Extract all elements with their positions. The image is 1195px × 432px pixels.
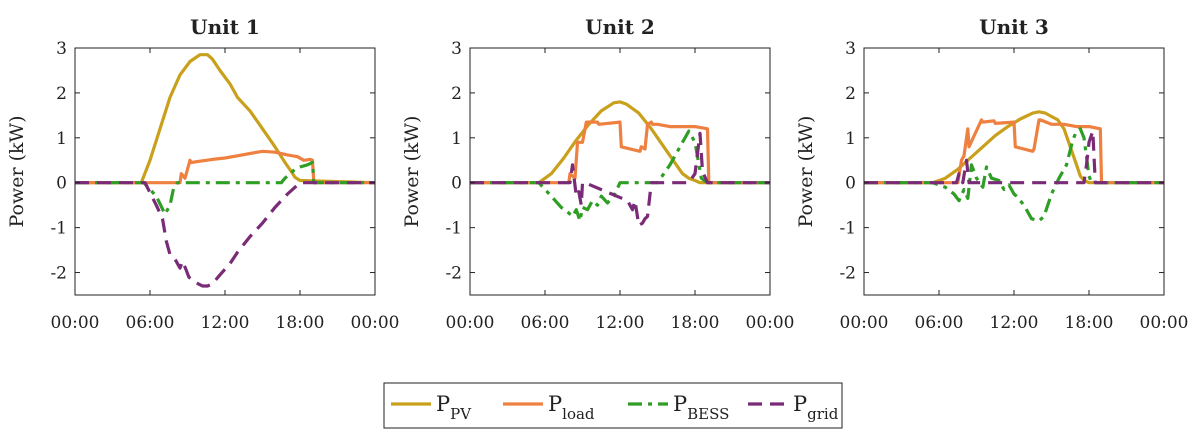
x-tick-label: 18:00	[671, 313, 720, 333]
legend-label-main: P	[793, 392, 807, 416]
chart-panel-3: Unit 3 3 2 1 0 -1 -2 00:00 06:00 12:00 18:00 00:00 P…	[795, 15, 1189, 333]
y-tick-label: -2	[50, 264, 67, 284]
y-tick-label: 1	[451, 129, 462, 149]
x-tick-label: 00:00	[840, 313, 889, 333]
x-tick-label: 00:00	[51, 313, 100, 333]
legend-label: PPV	[436, 392, 472, 423]
x-tick-label: 18:00	[276, 313, 325, 333]
x-tick-label: 06:00	[915, 313, 964, 333]
series-line-load	[864, 118, 1164, 185]
chart-title: Unit 1	[190, 15, 260, 39]
series-line-load	[75, 149, 375, 185]
y-tick-label: -2	[445, 264, 462, 284]
legend-label-main: P	[548, 392, 562, 416]
legend-box	[383, 382, 843, 429]
y-tick-label: 2	[845, 84, 856, 104]
x-tick-label: 06:00	[521, 313, 570, 333]
y-tick-label: -1	[839, 219, 856, 239]
series-line-bess	[75, 160, 375, 216]
y-tick-label: -1	[445, 219, 462, 239]
y-tick-label: 3	[56, 39, 67, 59]
chart-panel-1: Unit 1 3 2 1 0 -1 -2 00:00 06:00 12:00 18:00 00:00 P…	[6, 15, 400, 333]
legend-label-sub: BESS	[687, 405, 729, 423]
chart-panel-2: Unit 2 3 2 1 0 -1 -2 00:00 06:00 12:00 18:00 00:00 P…	[401, 15, 795, 333]
plot-frame	[469, 47, 771, 296]
y-axis-label: Power (kW)	[795, 116, 817, 228]
y-axis-label: Power (kW)	[401, 116, 423, 228]
y-tick-label: 0	[451, 174, 462, 194]
legend-label: Pload	[548, 392, 595, 423]
legend: PPV Pload PBESS Pgrid	[383, 382, 843, 429]
series-line-grid	[864, 129, 1164, 185]
chart-title: Unit 2	[585, 15, 655, 39]
legend-label-sub: load	[562, 405, 595, 423]
y-tick-label: 2	[56, 84, 67, 104]
x-tick-label: 12:00	[201, 313, 250, 333]
y-tick-label: 0	[845, 174, 856, 194]
x-tick-label: 12:00	[596, 313, 645, 333]
series-group	[470, 100, 770, 227]
legend-label-main: P	[436, 392, 450, 416]
series-line-grid	[470, 131, 770, 227]
y-tick-label: 0	[56, 174, 67, 194]
legend-label-sub: PV	[450, 405, 472, 423]
series-line-load	[470, 120, 770, 185]
series-group	[864, 110, 1164, 223]
x-tick-label: 00:00	[351, 313, 400, 333]
series-line-pv	[470, 100, 770, 185]
x-tick-label: 00:00	[446, 313, 495, 333]
x-tick-label: 12:00	[990, 313, 1039, 333]
series-group	[75, 53, 375, 288]
plot-frame	[74, 47, 376, 296]
x-tick-label: 18:00	[1065, 313, 1114, 333]
legend-label: PBESS	[673, 392, 729, 423]
x-tick-label: 00:00	[1140, 313, 1189, 333]
legend-label-main: P	[673, 392, 687, 416]
x-tick-label: 06:00	[126, 313, 175, 333]
plot-frame	[863, 47, 1165, 296]
series-line-bess	[470, 129, 770, 223]
series-line-bess	[864, 127, 1164, 223]
y-tick-label: 2	[451, 84, 462, 104]
y-tick-label: -1	[50, 219, 67, 239]
y-axis-label: Power (kW)	[6, 116, 28, 228]
chart-title: Unit 3	[979, 15, 1049, 39]
legend-entry-pv: PPV	[391, 392, 472, 423]
series-line-pv	[75, 53, 375, 185]
legend-entry-grid: Pgrid	[748, 392, 839, 423]
y-tick-label: 1	[845, 129, 856, 149]
chart-panels: Unit 1 3 2 1 0 -1 -2 00:00 06:00 12:00 18:00 00:00 P…	[6, 15, 1189, 333]
legend-label-sub: grid	[807, 405, 839, 423]
series-line-grid	[75, 181, 375, 288]
y-tick-label: 1	[56, 129, 67, 149]
y-tick-label: -2	[839, 264, 856, 284]
x-tick-label: 00:00	[746, 313, 795, 333]
legend-label: Pgrid	[793, 392, 839, 423]
y-tick-label: 3	[451, 39, 462, 59]
y-tick-label: 3	[845, 39, 856, 59]
legend-entry-bess: PBESS	[628, 392, 729, 423]
legend-entry-load: Pload	[503, 392, 595, 423]
